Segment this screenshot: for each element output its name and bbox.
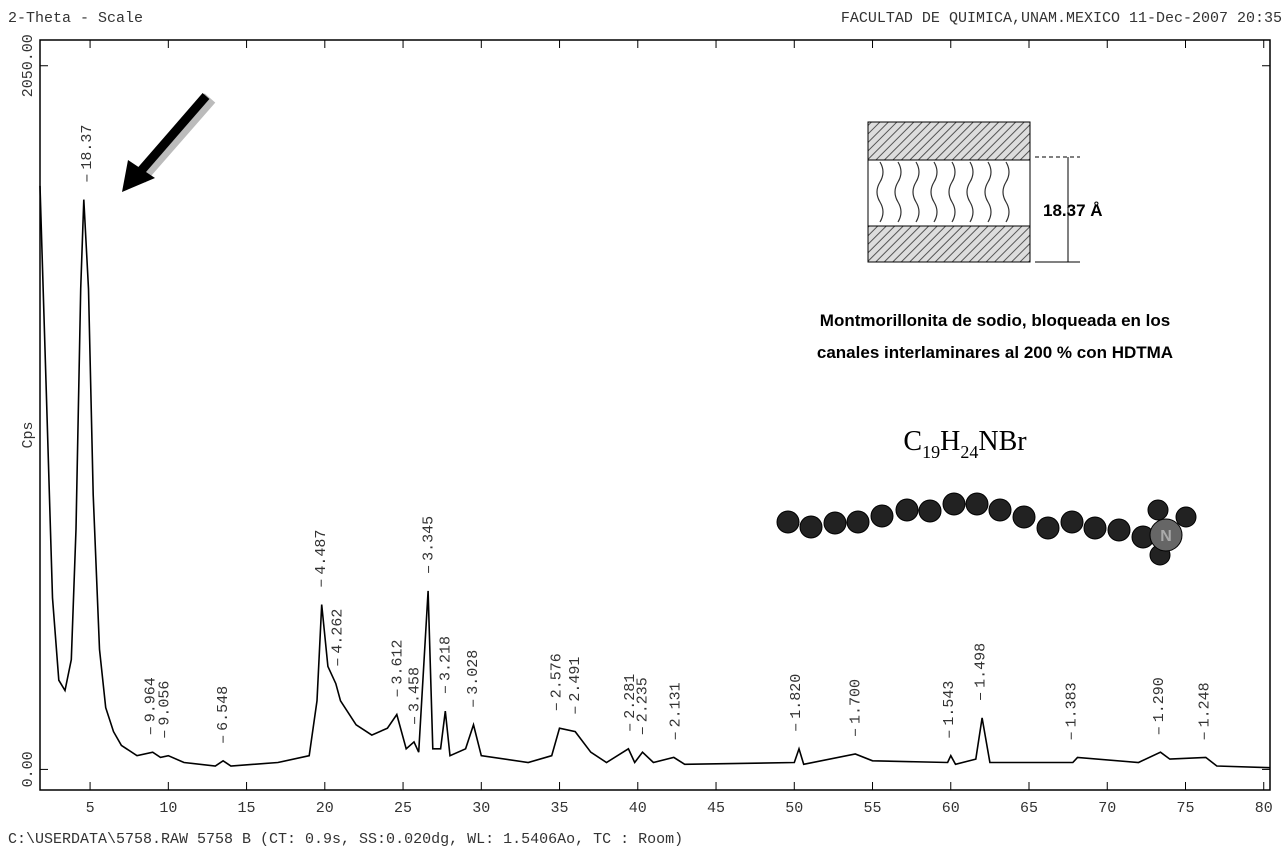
formula-part: C (903, 426, 922, 457)
x-tick-label: 50 (785, 800, 803, 817)
formula-part: 24 (960, 442, 978, 462)
peak-label: 1.248 (1196, 682, 1213, 727)
peak-label: 3.345 (421, 516, 438, 561)
peak-label: 18.37 (79, 125, 96, 170)
x-tick-label: 25 (394, 800, 412, 817)
x-tick-label: 40 (629, 800, 647, 817)
peak-label: 1.700 (847, 679, 864, 724)
molecule (776, 492, 1197, 566)
peak-label: 1.290 (1151, 677, 1168, 722)
peak-label: 1.543 (941, 681, 958, 726)
peak-label: 4.262 (330, 609, 347, 654)
diffraction-line (39, 185, 1271, 769)
x-tick-label: 10 (159, 800, 177, 817)
plot-frame (39, 39, 1271, 791)
peak-label: 3.458 (407, 667, 424, 712)
footer: C:\USERDATA\5758.RAW 5758 B (CT: 0.9s, S… (8, 831, 683, 848)
x-tick-label: 80 (1255, 800, 1273, 817)
peak-label: 2.235 (634, 677, 651, 722)
formula-part: H (940, 426, 960, 457)
y-tick-label: 2050.00 (20, 34, 37, 97)
layer-diagram (867, 121, 1080, 263)
x-tick-label: 45 (707, 800, 725, 817)
arrow (122, 93, 216, 192)
peak-label: 9.056 (157, 681, 174, 726)
peak-label: 1.498 (972, 643, 989, 688)
x-tick-label: 60 (942, 800, 960, 817)
peak-label: 3.218 (437, 636, 454, 681)
x-tick-label: 70 (1098, 800, 1116, 817)
header-right: FACULTAD DE QUIMICA,UNAM.MEXICO 11-Dec-2… (841, 10, 1282, 27)
peak-label: 1.383 (1063, 682, 1080, 727)
y-axis-label: Cps (20, 421, 37, 448)
spacing-label: 18.37 Å (1043, 201, 1103, 220)
header-left: 2-Theta - Scale (8, 10, 143, 27)
x-tick-label: 35 (551, 800, 569, 817)
peak-label: 2.131 (667, 682, 684, 727)
x-tick-label: 30 (472, 800, 490, 817)
peak-label: 3.612 (389, 639, 406, 684)
x-tick-label: 20 (316, 800, 334, 817)
peak-label: 9.964 (143, 677, 160, 722)
peak-label: 2.491 (567, 657, 584, 702)
caption-line: canales interlaminares al 200 % con HDTM… (817, 343, 1173, 362)
peak-label: 4.487 (313, 530, 330, 575)
peak-label: 2.576 (548, 653, 565, 698)
x-tick-label: 15 (238, 800, 256, 817)
peak-label: 2.281 (622, 674, 639, 719)
formula-part: 19 (922, 442, 940, 462)
x-tick-label: 65 (1020, 800, 1038, 817)
peak-label: 3.028 (465, 650, 482, 695)
peak-label: 6.548 (215, 686, 232, 731)
x-tick-label: 75 (1176, 800, 1194, 817)
formula-part: NBr (978, 426, 1027, 457)
x-tick-label: 55 (864, 800, 882, 817)
y-tick-label: 0.00 (20, 751, 37, 787)
atom-label: N (1160, 528, 1172, 545)
x-tick-label: 5 (86, 800, 95, 817)
peak-label: 1.820 (788, 674, 805, 719)
caption-line: Montmorillonita de sodio, bloqueada en l… (820, 311, 1170, 330)
formula: C19H24NBr (903, 426, 1027, 462)
